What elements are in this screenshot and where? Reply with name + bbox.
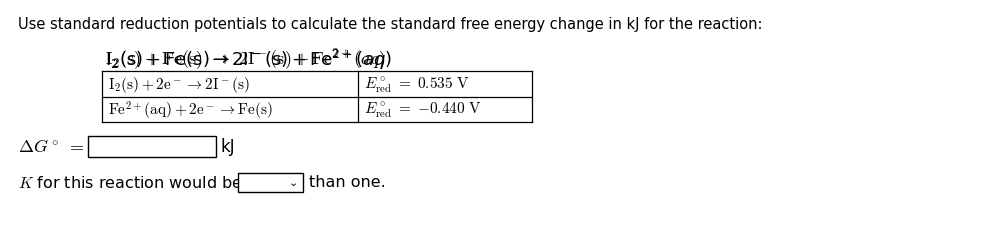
- Text: $\mathrm{I_2(s) + 2e^-\rightarrow 2I^-(s)}$: $\mathrm{I_2(s) + 2e^-\rightarrow 2I^-(s…: [108, 75, 250, 95]
- Text: $\Delta G^\circ\ =$: $\Delta G^\circ\ =$: [18, 137, 85, 155]
- Text: ⌄: ⌄: [289, 177, 298, 187]
- Text: $K$ for this reaction would be: $K$ for this reaction would be: [18, 174, 243, 190]
- Text: $E^\circ_{\rm red}\ =\ {-0.440}\ \mathrm{V}$: $E^\circ_{\rm red}\ =\ {-0.440}\ \mathrm…: [364, 101, 482, 120]
- Text: $\mathregular{I}_2\mathregular{(s) + Fe(s) \rightarrow 2I^-(s) + Fe^{2+}\mathit{: $\mathregular{I}_2\mathregular{(s) + Fe(…: [105, 48, 392, 72]
- Text: than one.: than one.: [309, 175, 386, 190]
- Text: kJ: kJ: [221, 137, 236, 155]
- Text: Use standard reduction potentials to calculate the standard free energy change i: Use standard reduction potentials to cal…: [18, 17, 762, 32]
- Text: $\mathrm{Fe^{2+}(aq) + 2e^-\rightarrow Fe(s)}$: $\mathrm{Fe^{2+}(aq) + 2e^-\rightarrow F…: [108, 99, 272, 121]
- FancyBboxPatch shape: [238, 173, 303, 192]
- Text: $\mathrm{I_2(s) + Fe(s)}$ $\rightarrow$ $\mathrm{2I^-(s) + Fe^{2+}}$$\mathit{(aq: $\mathrm{I_2(s) + Fe(s)}$ $\rightarrow$ …: [105, 47, 385, 72]
- FancyBboxPatch shape: [88, 136, 216, 157]
- Text: $E^\circ_{\rm red}\ =\ 0.535\ \mathrm{V}$: $E^\circ_{\rm red}\ =\ 0.535\ \mathrm{V}…: [364, 75, 470, 94]
